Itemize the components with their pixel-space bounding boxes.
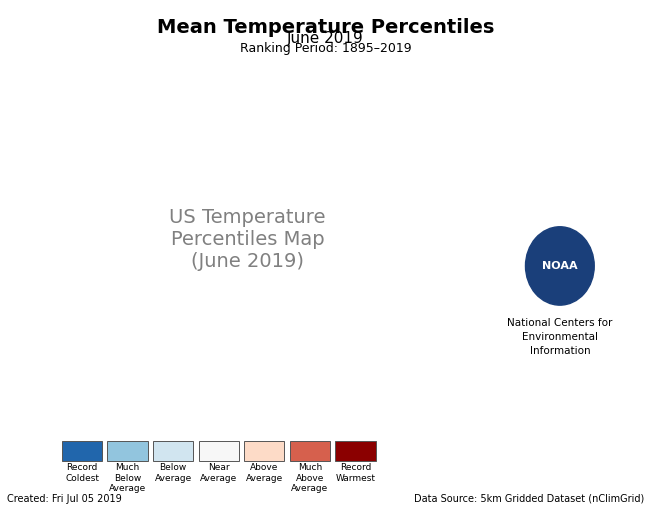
Text: Near
Average: Near Average <box>200 463 238 483</box>
Text: National Centers for
Environmental
Information: National Centers for Environmental Infor… <box>507 318 613 356</box>
Text: Much
Below
Average: Much Below Average <box>109 463 146 493</box>
Text: Created: Fri Jul 05 2019: Created: Fri Jul 05 2019 <box>7 494 121 504</box>
Text: US Temperature
Percentiles Map
(June 2019): US Temperature Percentiles Map (June 201… <box>169 208 326 271</box>
Text: Record
Coldest: Record Coldest <box>65 463 99 483</box>
Circle shape <box>525 227 594 305</box>
Text: NOAA: NOAA <box>542 261 577 271</box>
Text: Mean Temperature Percentiles: Mean Temperature Percentiles <box>157 18 494 37</box>
Text: Record
Warmest: Record Warmest <box>335 463 376 483</box>
Text: Much
Above
Average: Much Above Average <box>291 463 329 493</box>
Text: Data Source: 5km Gridded Dataset (nClimGrid): Data Source: 5km Gridded Dataset (nClimG… <box>414 494 644 504</box>
Text: June 2019: June 2019 <box>287 31 364 45</box>
Text: Ranking Period: 1895–2019: Ranking Period: 1895–2019 <box>240 42 411 55</box>
Text: Above
Average: Above Average <box>245 463 283 483</box>
Text: Below
Average: Below Average <box>154 463 192 483</box>
